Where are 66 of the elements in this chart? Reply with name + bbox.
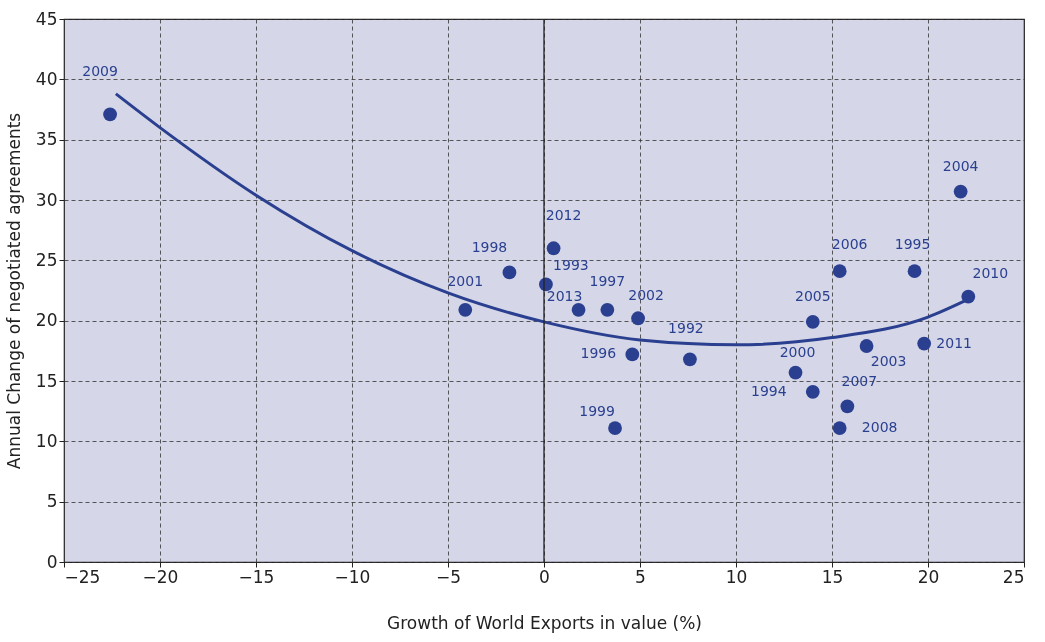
x-tick-label: 20 xyxy=(917,566,940,587)
annotation: 1997 xyxy=(589,272,626,289)
annotation: 2008 xyxy=(861,419,898,436)
x-tick-label: −10 xyxy=(334,566,371,587)
point xyxy=(805,314,820,329)
x-tick-label: 25 xyxy=(1002,566,1025,587)
annotation: 2001 xyxy=(447,272,484,289)
annotation: 1996 xyxy=(580,345,617,362)
point xyxy=(840,399,855,414)
annotation: 2003 xyxy=(870,353,907,370)
y-axis-title: Annual Change of negotiated agreements xyxy=(3,112,24,470)
y-tick-label: 35 xyxy=(35,129,58,150)
point xyxy=(502,265,517,280)
x-tick-label: −5 xyxy=(435,566,462,587)
annotation: 1998 xyxy=(471,239,508,256)
point xyxy=(917,336,932,351)
y-tick-label: 30 xyxy=(35,189,58,210)
y-tick-label: 45 xyxy=(35,8,58,29)
point xyxy=(832,264,847,279)
point xyxy=(832,421,847,435)
annotation: 2012 xyxy=(545,207,582,224)
x-tick-label: 15 xyxy=(821,566,844,587)
annotation: 1999 xyxy=(579,403,615,420)
x-tick-label: −15 xyxy=(238,566,275,587)
annotation: 2005 xyxy=(794,287,831,304)
x-tick-label: −25 xyxy=(64,566,101,587)
y-tick-label: 25 xyxy=(35,249,58,270)
point xyxy=(600,302,615,317)
annotation: 2007 xyxy=(841,373,878,390)
point xyxy=(788,365,803,380)
x-tick-label: −20 xyxy=(142,566,179,587)
point xyxy=(546,241,561,256)
point xyxy=(953,184,968,199)
point xyxy=(608,421,622,435)
point xyxy=(103,107,117,122)
point xyxy=(631,311,645,326)
y-tick-label: 0 xyxy=(46,551,58,572)
point xyxy=(859,339,874,353)
x-tick-label: 0 xyxy=(539,566,550,587)
annotation: 1995 xyxy=(894,236,931,253)
annotation: 2013 xyxy=(546,287,583,304)
x-tick-label: 5 xyxy=(635,566,646,587)
point xyxy=(458,302,473,317)
annotation: 1992 xyxy=(668,320,704,337)
annotation: 2002 xyxy=(628,287,664,304)
point xyxy=(805,384,820,399)
y-tick-label: 15 xyxy=(35,370,58,391)
annotation: 2004 xyxy=(942,157,979,174)
y-tick-label: 40 xyxy=(35,68,58,89)
point xyxy=(683,352,697,367)
point xyxy=(571,302,586,317)
point xyxy=(907,264,922,279)
annotation: 2000 xyxy=(779,343,816,360)
y-tick-label: 10 xyxy=(35,430,58,451)
point xyxy=(961,289,976,304)
y-tick-label: 20 xyxy=(35,310,58,331)
x-axis-title: Growth of World Exports in value (%) xyxy=(387,612,702,633)
annotation: 2006 xyxy=(831,236,868,253)
annotation: 2011 xyxy=(936,334,972,351)
y-tick-label: 5 xyxy=(46,491,58,512)
x-tick-label: 10 xyxy=(725,566,748,587)
annotation: 2010 xyxy=(972,264,1009,281)
annotation: 1994 xyxy=(750,382,787,399)
annotation: 1993 xyxy=(553,257,589,274)
annotation: 2009 xyxy=(82,63,118,80)
point xyxy=(625,347,640,362)
